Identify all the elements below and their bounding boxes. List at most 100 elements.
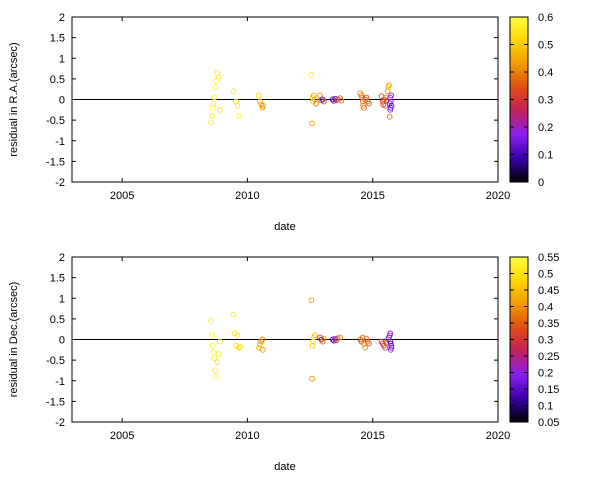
- dec-data-point: [213, 373, 219, 380]
- dec-data-point: [216, 338, 223, 345]
- ra-data-points: [208, 69, 395, 127]
- ra-y-tick-label: 0: [59, 95, 65, 107]
- dec-data-point: [309, 375, 315, 382]
- ra-y-ticks: -2 -1.5 -1 -0.5 0 0.5 1 1.5 2: [46, 12, 498, 189]
- dec-data-point: [257, 341, 263, 348]
- ra-data-point: [338, 97, 345, 104]
- dec-data-point: [235, 344, 242, 351]
- dec-colorbar-tick-label: 0.1: [538, 401, 553, 413]
- dec-data-point: [332, 335, 338, 342]
- ra-x-tick-label: 2005: [110, 190, 134, 202]
- dec-colorbar-tick-label: 0.15: [538, 384, 559, 396]
- ra-data-point: [361, 104, 367, 111]
- dec-y-tick-label: -1.5: [46, 396, 65, 408]
- dec-data-point: [212, 367, 219, 374]
- ra-data-point: [387, 106, 394, 113]
- dec-data-point: [260, 346, 266, 353]
- ra-data-point: [366, 100, 372, 107]
- dec-y-tick-label: 1.5: [50, 273, 65, 285]
- ra-data-point: [387, 98, 394, 105]
- ra-colorbar-tick-label: 0.2: [538, 122, 553, 134]
- dec-colorbar-tick-label: 0.35: [538, 318, 559, 330]
- ra-y-tick-label: -1.5: [46, 156, 65, 168]
- dec-data-point: [208, 318, 214, 324]
- ra-data-point: [260, 102, 266, 109]
- dec-data-point: [310, 338, 316, 345]
- ra-data-point: [255, 92, 262, 99]
- dec-x-ticks: 2005 2010 2015 2020: [110, 257, 510, 442]
- dec-x-tick-label: 2020: [486, 430, 510, 442]
- dec-x-tick-label: 2005: [110, 430, 134, 442]
- ra-data-point: [309, 120, 315, 127]
- dec-x-tick-label: 2015: [360, 430, 384, 442]
- dec-data-point: [215, 351, 222, 357]
- dec-data-point: [211, 355, 218, 361]
- dec-data-point: [312, 332, 318, 339]
- dec-data-point: [209, 332, 216, 339]
- dec-colorbar-ticks: 0.05 0.1 0.15 0.2 0.25 0.3 0.35 0.4 0.45 0.5 0.55: [510, 252, 559, 429]
- ra-y-tick-label: 1: [59, 53, 65, 65]
- dec-colorbar-tick-label: 0.4: [538, 302, 553, 314]
- ra-data-point: [382, 102, 389, 109]
- ra-y-tick-label: 2: [59, 12, 65, 24]
- dec-colorbar-tick-label: 0.25: [538, 351, 559, 363]
- ra-colorbar-tick-label: 0.5: [538, 40, 553, 52]
- ra-data-point: [388, 92, 395, 99]
- ra-data-point: [230, 88, 237, 95]
- ra-data-point: [384, 88, 391, 95]
- ra-data-point: [386, 113, 393, 120]
- dec-y-ticks: -2 -1.5 -1 -0.5 0 0.5 1 1.5 2: [46, 252, 498, 429]
- ra-y-tick-label: -2: [55, 177, 65, 189]
- dec-data-point: [359, 334, 366, 341]
- ra-data-point: [210, 100, 217, 107]
- dec-data-point: [388, 342, 395, 349]
- ra-colorbar-tick-label: 0.4: [538, 67, 553, 79]
- ra-data-point: [213, 78, 219, 84]
- ra-y-axis-label: residual in R.A.(arcsec): [8, 42, 20, 156]
- dec-data-point: [234, 332, 241, 339]
- dec-data-point: [366, 340, 372, 347]
- dec-x-axis-label: date: [274, 461, 295, 473]
- dec-colorbar-tick-label: 0.05: [538, 417, 559, 429]
- ra-data-point: [209, 113, 216, 119]
- dec-colorbar-tick-label: 0.45: [538, 285, 559, 297]
- ra-x-tick-label: 2010: [235, 190, 259, 202]
- ra-colorbar-tick-label: 0.1: [538, 150, 553, 162]
- ra-colorbar-tick-label: 0.6: [538, 12, 553, 24]
- dec-colorbar-tick-label: 0.5: [538, 269, 553, 281]
- ra-data-point: [234, 102, 241, 109]
- ra-data-point: [209, 104, 216, 111]
- dec-data-point: [320, 335, 327, 342]
- ra-x-tick-label: 2020: [486, 190, 510, 202]
- dec-data-point: [214, 359, 221, 366]
- ra-data-point: [215, 73, 222, 80]
- ra-data-point: [313, 100, 320, 107]
- dec-data-points: [208, 297, 395, 382]
- ra-data-point: [212, 84, 219, 90]
- ra-data-point: [211, 94, 218, 101]
- dec-data-point: [230, 311, 237, 318]
- dec-residual-panel: -2 -1.5 -1 -0.5 0 0.5 1 1.5 2 2005 2010 2015 2020 r…: [8, 252, 559, 473]
- dec-colorbar-tick-label: 0.2: [538, 368, 553, 380]
- dec-data-point: [337, 334, 343, 341]
- ra-y-tick-label: -1: [55, 136, 65, 148]
- dec-data-point: [363, 335, 370, 342]
- dec-x-tick-label: 2010: [235, 430, 259, 442]
- dec-data-point: [329, 336, 336, 343]
- dec-data-point: [237, 344, 243, 350]
- dec-data-point: [309, 342, 316, 349]
- dec-colorbar-tick-label: 0.55: [538, 252, 559, 264]
- dec-data-point: [209, 342, 216, 349]
- dec-y-axis-label: residual in Dec.(arcsec): [8, 282, 20, 398]
- dec-data-point: [308, 297, 315, 304]
- dec-y-tick-label: 0.5: [50, 314, 65, 326]
- dec-data-point: [334, 335, 341, 342]
- dec-y-tick-label: 2: [59, 252, 65, 264]
- ra-y-tick-label: -0.5: [46, 115, 65, 127]
- ra-data-point: [208, 119, 214, 126]
- dec-data-point: [388, 344, 395, 351]
- ra-x-tick-label: 2015: [360, 190, 384, 202]
- ra-data-point: [235, 113, 242, 119]
- ra-x-axis-label: date: [274, 221, 295, 233]
